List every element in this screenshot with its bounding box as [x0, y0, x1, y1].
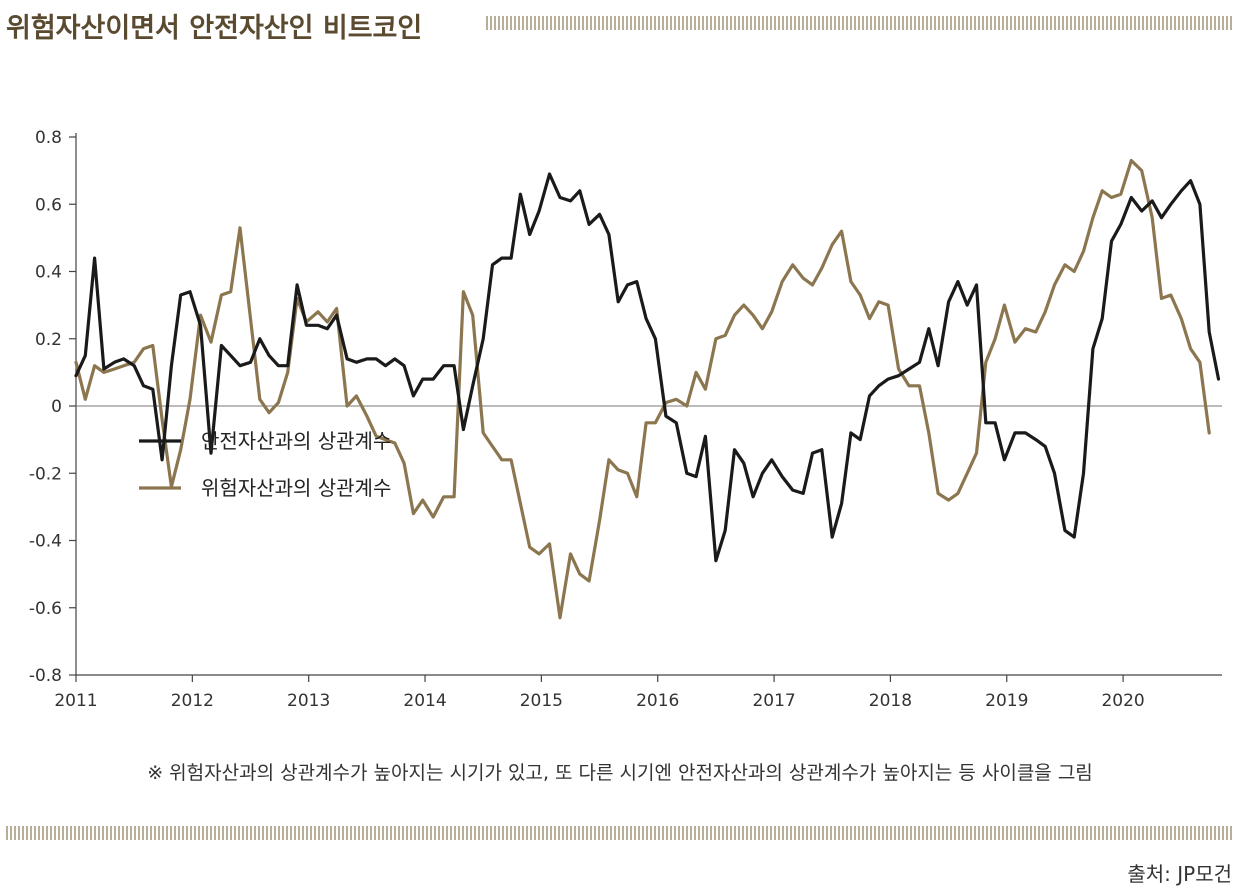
x-tick-label: 2012	[171, 691, 214, 711]
x-tick-label: 2014	[403, 691, 446, 711]
footnote: ※ 위험자산과의 상관계수가 높아지는 시기가 있고, 또 다른 시기엔 안전자…	[147, 762, 1093, 784]
bottom-stripe-divider	[6, 826, 1234, 840]
y-tick-label: 0	[51, 397, 62, 417]
legend-label-safe: 안전자산과의 상관계수	[201, 429, 391, 453]
y-tick-label: 0.6	[35, 195, 62, 215]
x-tick-label: 2019	[985, 691, 1028, 711]
y-tick-label: -0.6	[29, 599, 62, 619]
y-tick-label: 0.2	[35, 330, 62, 350]
axes-and-ticks: 0.8 0.6 0.4 0.2 0 -0.2 -0.4 -0.6 -0.8 2011 2012 201…	[29, 128, 1222, 711]
page-title: 위험자산이면서 안전자산인 비트코인	[6, 13, 423, 44]
x-tick-label: 2020	[1101, 691, 1144, 711]
x-tick-label: 2018	[869, 691, 912, 711]
series-line-risk-asset	[74, 158, 1211, 620]
title-row: 위험자산이면서 안전자산인 비트코인	[6, 2, 1234, 44]
x-tick-label: 2017	[752, 691, 795, 711]
source-credit: 출처: JP모건	[1127, 862, 1232, 886]
series-line-safe-asset	[74, 172, 1221, 563]
legend-label-risk: 위험자산과의 상관계수	[201, 476, 391, 500]
y-tick-label: -0.2	[29, 464, 62, 484]
correlation-line-chart: 0.8 0.6 0.4 0.2 0 -0.2 -0.4 -0.6 -0.8 2011 2012 201…	[29, 128, 1222, 711]
x-tick-label: 2015	[520, 691, 563, 711]
y-tick-label: 0.8	[35, 128, 62, 148]
x-tick-label: 2016	[636, 691, 679, 711]
y-tick-label: 0.4	[35, 263, 62, 283]
y-tick-label: -0.4	[29, 532, 62, 552]
x-tick-label: 2013	[287, 691, 330, 711]
y-tick-label: -0.8	[29, 666, 62, 686]
x-tick-label: 2011	[54, 691, 97, 711]
title-stripe-divider	[486, 16, 1234, 30]
series-lines	[74, 158, 1221, 620]
